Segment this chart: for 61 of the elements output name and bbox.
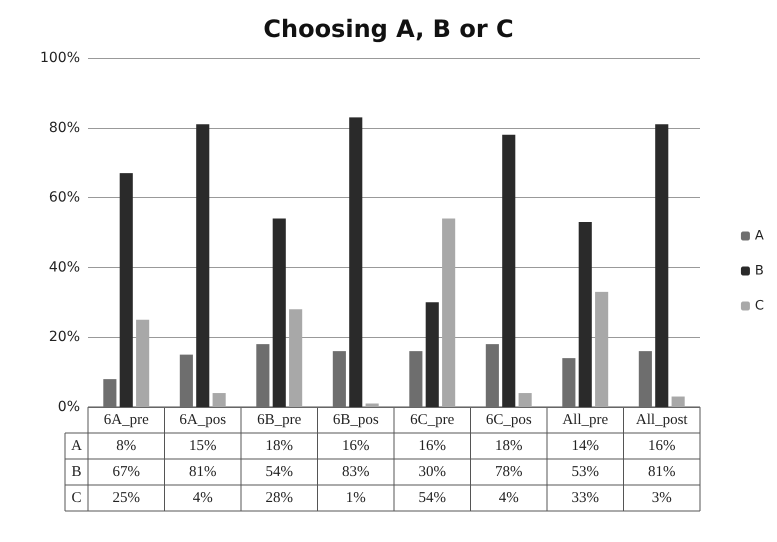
data-label: 78% (495, 464, 522, 480)
text: C (71, 490, 82, 506)
bar (196, 124, 210, 407)
bar (518, 393, 532, 407)
legend-label: C (754, 298, 764, 314)
data-label: 1% (346, 490, 366, 506)
bar (426, 302, 439, 407)
y-tick-label: 60% (48, 190, 80, 206)
x-tick-label: All_post (636, 412, 688, 428)
bar (136, 320, 150, 407)
data-label: 4% (192, 490, 213, 506)
data-label: 18% (495, 438, 522, 454)
data-label: 81% (189, 464, 216, 480)
data-label: 14% (572, 438, 599, 454)
bar (366, 404, 379, 407)
data-label: 81% (648, 464, 676, 480)
text: B (71, 464, 82, 480)
data-label: 83% (342, 464, 370, 480)
x-tick-label: 6B_pre (257, 412, 302, 428)
bar (502, 134, 516, 407)
data-label: 16% (418, 438, 446, 454)
bar (672, 396, 685, 407)
legend-label: A (754, 228, 764, 244)
data-label: 30% (418, 464, 446, 480)
bar (655, 124, 668, 407)
data-label: 15% (189, 438, 216, 454)
bar (272, 218, 286, 407)
x-tick-label: All_pre (562, 412, 608, 428)
bar (120, 173, 133, 407)
bar (442, 218, 456, 407)
y-tick-label: 0% (58, 399, 80, 415)
x-tick-label: 6A_pos (179, 412, 226, 428)
y-tick-label: 20% (48, 329, 80, 346)
x-tick-label: 6C_pre (410, 412, 455, 428)
bar (212, 393, 226, 407)
bar (578, 222, 592, 407)
text: A (71, 438, 82, 454)
data-label: 4% (498, 490, 519, 506)
data-label: 28% (266, 490, 293, 506)
data-label: 18% (266, 438, 293, 454)
data-label: 16% (648, 438, 676, 454)
x-tick-label: 6A_pre (104, 412, 150, 428)
legend-label: B (754, 264, 764, 278)
data-label: 8% (116, 438, 136, 454)
data-label: 25% (112, 490, 140, 506)
bar (289, 309, 302, 407)
y-tick-label: 80% (48, 120, 80, 136)
y-tick-label: 40% (48, 259, 80, 276)
data-label: 16% (342, 438, 370, 454)
x-tick-label: 6C_pos (486, 412, 532, 428)
data-label: 33% (572, 490, 599, 506)
x-tick-label: 6B_pos (332, 412, 379, 428)
data-label: 53% (572, 464, 599, 480)
chart-title: Choosing A, B or C (263, 15, 514, 43)
y-tick-label: 100% (40, 50, 80, 66)
data-label: 67% (112, 464, 140, 480)
data-label: 54% (266, 464, 293, 480)
data-label: 3% (652, 490, 672, 506)
data-label: 54% (418, 490, 446, 506)
bar (349, 117, 362, 407)
bar (595, 292, 608, 407)
